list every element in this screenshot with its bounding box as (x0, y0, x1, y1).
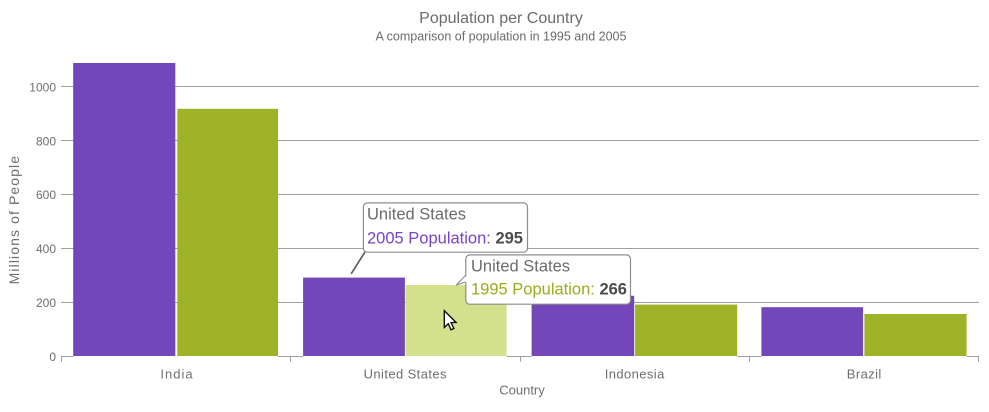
svg-text:Country: Country (499, 383, 545, 398)
svg-text:Population per Country: Population per Country (419, 10, 583, 27)
svg-text:United States: United States (367, 206, 466, 224)
svg-text:United States: United States (471, 258, 570, 276)
svg-text:1995 Population: 266: 1995 Population: 266 (471, 280, 627, 298)
svg-text:800: 800 (36, 134, 56, 148)
svg-text:1000: 1000 (29, 80, 56, 94)
svg-text:Indonesia: Indonesia (605, 366, 665, 381)
svg-text:India: India (160, 366, 193, 381)
svg-text:200: 200 (36, 296, 56, 310)
svg-text:United States: United States (364, 366, 447, 381)
svg-text:Brazil: Brazil (847, 366, 882, 381)
svg-text:0: 0 (49, 350, 56, 364)
svg-text:A comparison of population in: A comparison of population in 1995 and 2… (376, 30, 627, 44)
svg-text:2005 Population: 295: 2005 Population: 295 (367, 229, 523, 247)
svg-text:400: 400 (36, 242, 56, 256)
svg-text:600: 600 (36, 188, 56, 202)
svg-text:Millions of People: Millions of People (6, 155, 22, 285)
